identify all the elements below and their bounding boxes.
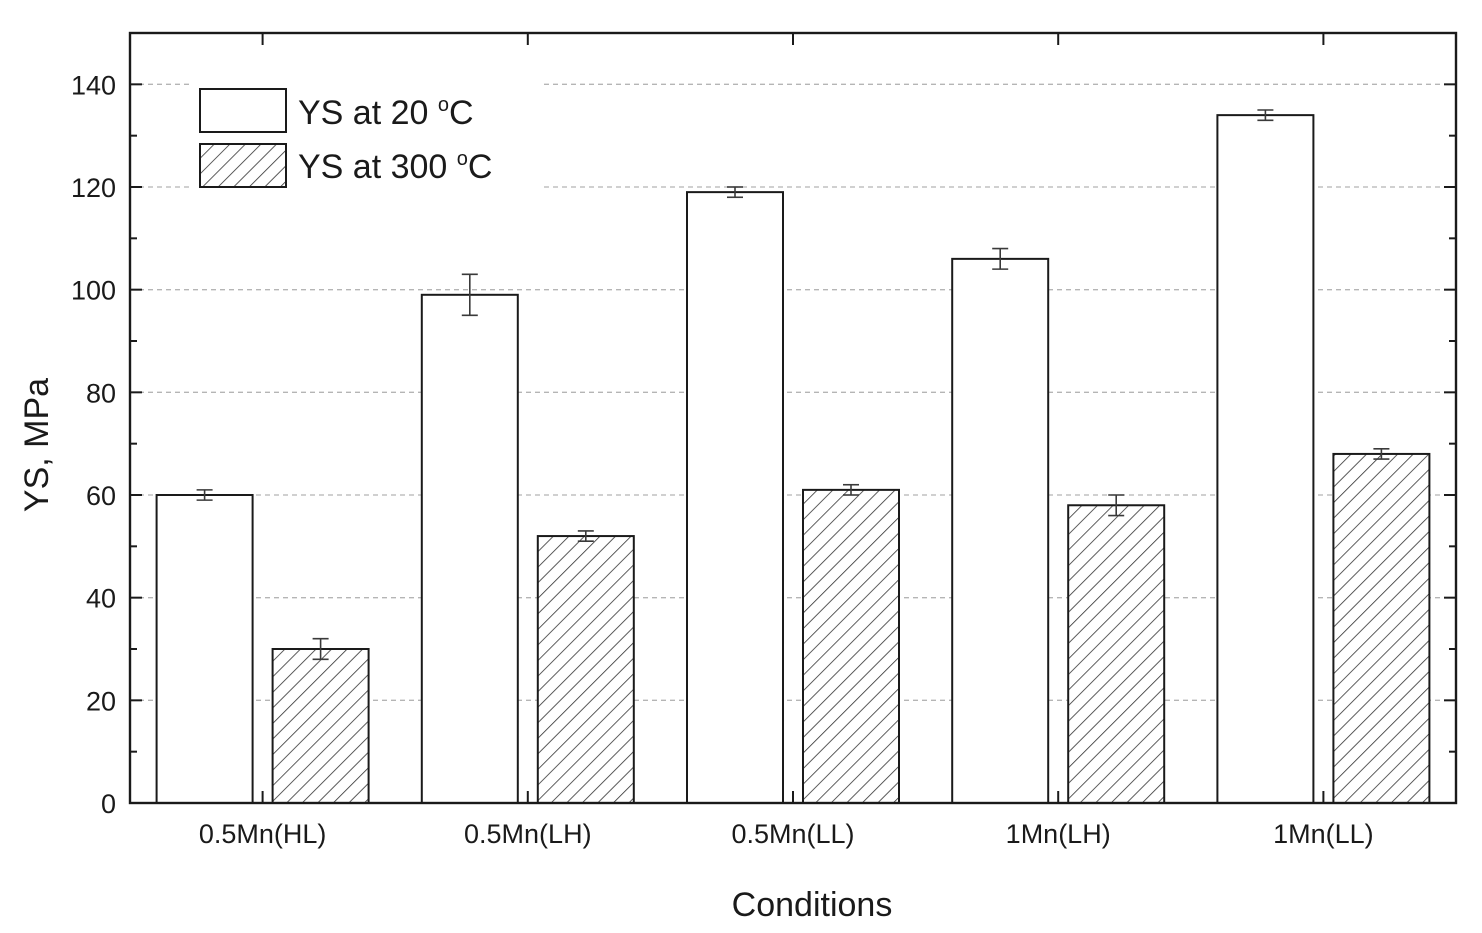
bar-20c (1216, 114, 1315, 804)
bar-300c (1332, 452, 1431, 804)
bar-20c (686, 191, 784, 804)
y-tick-label: 20 (86, 686, 116, 716)
bars (155, 114, 1431, 805)
y-tick-label: 60 (86, 481, 116, 511)
legend-label-20c: YS at 20 oC (298, 94, 474, 132)
bar-300c (271, 648, 370, 804)
x-tick-label: 1Mn(LL) (1273, 819, 1374, 849)
ticks: 0 20 40 60 80 100 120 140 0.5Mn(HL) 0.5Mn(LH) 0.5M… (71, 32, 1456, 849)
bar-20c (155, 494, 254, 804)
y-tick-label: 0 (101, 789, 116, 819)
bar-300c (1067, 504, 1166, 804)
x-tick-label: 1Mn(LH) (1006, 819, 1111, 849)
error-bars (196, 109, 1390, 661)
y-tick-label: 140 (71, 70, 116, 100)
x-tick-label: 0.5Mn(LL) (731, 819, 854, 849)
y-axis-title: YS, MPa (18, 378, 56, 512)
y-tick-label: 80 (86, 378, 116, 408)
x-axis-title: Conditions (732, 886, 893, 924)
legend: YS at 20 oC YS at 300 oC (190, 80, 542, 192)
legend-swatch-20c (199, 88, 287, 133)
y-tick-label: 40 (86, 584, 116, 614)
legend-swatch-300c (199, 143, 287, 188)
bar-300c (802, 488, 900, 804)
y-tick-label: 100 (71, 276, 116, 306)
x-tick-label: 0.5Mn(HL) (199, 819, 327, 849)
legend-label-300c: YS at 300 oC (298, 148, 492, 186)
bar-20c (420, 293, 519, 804)
bar-20c (951, 257, 1050, 805)
bar-300c (536, 535, 635, 804)
x-tick-label: 0.5Mn(LH) (464, 819, 592, 849)
y-tick-label: 120 (71, 173, 116, 203)
